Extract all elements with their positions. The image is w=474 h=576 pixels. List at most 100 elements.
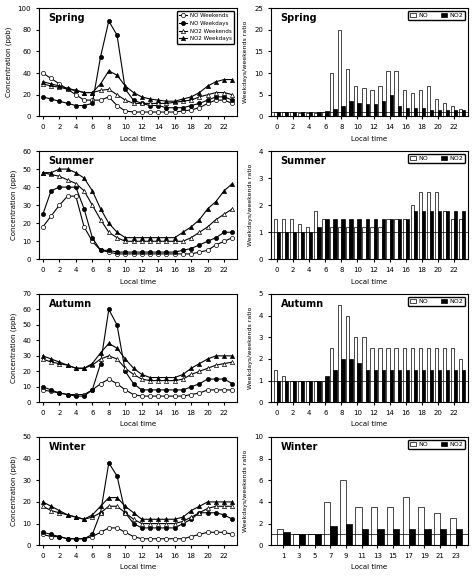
Bar <box>374 104 377 116</box>
Bar <box>290 112 293 116</box>
Bar <box>454 110 457 116</box>
Text: Spring: Spring <box>281 13 317 24</box>
Bar <box>322 112 325 116</box>
Bar <box>387 507 393 545</box>
Bar <box>283 532 290 545</box>
Bar <box>446 211 449 259</box>
Bar <box>462 211 465 259</box>
Text: Autumn: Autumn <box>49 300 92 309</box>
Legend: NO, NO2: NO, NO2 <box>408 297 465 306</box>
Bar <box>410 205 414 259</box>
Bar <box>306 381 309 402</box>
Bar <box>459 219 462 259</box>
Bar <box>398 219 401 259</box>
Bar <box>419 90 422 116</box>
Bar <box>378 86 382 116</box>
Bar <box>378 227 382 259</box>
Bar <box>394 71 398 116</box>
Bar <box>454 370 457 402</box>
Bar <box>299 535 305 545</box>
Bar <box>309 232 312 259</box>
Bar <box>362 338 365 402</box>
Bar <box>285 112 288 116</box>
Bar <box>374 219 377 259</box>
Bar <box>427 348 430 402</box>
Bar <box>382 370 385 402</box>
Bar <box>402 219 406 259</box>
Bar <box>410 348 414 402</box>
Bar <box>317 112 320 116</box>
X-axis label: Local time: Local time <box>119 564 155 570</box>
Bar <box>462 370 465 402</box>
Bar <box>382 101 385 116</box>
Bar <box>298 224 301 259</box>
Legend: NO, NO2: NO, NO2 <box>408 440 465 449</box>
Bar <box>285 232 288 259</box>
Bar <box>402 90 406 116</box>
Bar <box>446 110 449 116</box>
Bar <box>435 348 438 402</box>
Bar <box>330 526 337 545</box>
Bar <box>325 219 328 259</box>
X-axis label: Local time: Local time <box>352 564 388 570</box>
Bar <box>414 370 417 402</box>
Bar <box>362 227 365 259</box>
Bar <box>293 381 296 402</box>
Y-axis label: Concentration (ppb): Concentration (ppb) <box>6 27 12 97</box>
Bar <box>293 112 296 116</box>
Bar <box>338 305 341 402</box>
Bar <box>314 381 317 402</box>
Bar <box>402 348 406 402</box>
Text: Autumn: Autumn <box>281 300 324 309</box>
Bar <box>282 219 285 259</box>
X-axis label: Local time: Local time <box>119 279 155 285</box>
Bar <box>390 94 393 116</box>
Bar <box>406 108 409 116</box>
Bar <box>274 219 277 259</box>
Bar <box>354 338 357 402</box>
Bar <box>365 104 369 116</box>
Bar <box>330 73 333 116</box>
Bar <box>422 370 425 402</box>
Bar <box>402 497 409 545</box>
Bar <box>440 529 447 545</box>
Bar <box>422 211 425 259</box>
Bar <box>443 103 446 116</box>
Bar <box>435 192 438 259</box>
Bar <box>390 219 393 259</box>
Bar <box>282 376 285 402</box>
Legend: NO, NO2: NO, NO2 <box>408 154 465 163</box>
Bar <box>277 381 280 402</box>
Bar <box>446 370 449 402</box>
Bar <box>370 348 374 402</box>
Bar <box>419 192 422 259</box>
Bar <box>427 192 430 259</box>
Bar <box>298 113 301 116</box>
Bar <box>317 227 320 259</box>
Bar <box>386 219 390 259</box>
X-axis label: Local time: Local time <box>352 135 388 142</box>
Bar <box>398 105 401 116</box>
Legend: NO Weekends, NO Weekdays, NO2 Weekends, NO2 Weekdays: NO Weekends, NO Weekdays, NO2 Weekends, … <box>177 11 234 44</box>
X-axis label: Local time: Local time <box>352 422 388 427</box>
Bar <box>419 348 422 402</box>
Bar <box>414 211 417 259</box>
Bar <box>374 370 377 402</box>
Y-axis label: Concentration (ppb): Concentration (ppb) <box>10 170 17 240</box>
Bar <box>409 529 415 545</box>
Bar <box>377 529 383 545</box>
Bar <box>365 370 369 402</box>
Y-axis label: Weekdays/weekends ratio: Weekdays/weekends ratio <box>248 164 253 247</box>
Bar <box>282 112 285 116</box>
Bar <box>338 30 341 116</box>
Bar <box>298 381 301 402</box>
Bar <box>370 90 374 116</box>
Bar <box>346 316 349 402</box>
Bar <box>301 112 304 116</box>
Bar <box>462 110 465 116</box>
Bar <box>427 86 430 116</box>
Y-axis label: Weekdays/weekends ratio: Weekdays/weekends ratio <box>248 307 253 389</box>
Bar <box>371 507 377 545</box>
Bar <box>362 529 368 545</box>
Bar <box>277 529 283 545</box>
